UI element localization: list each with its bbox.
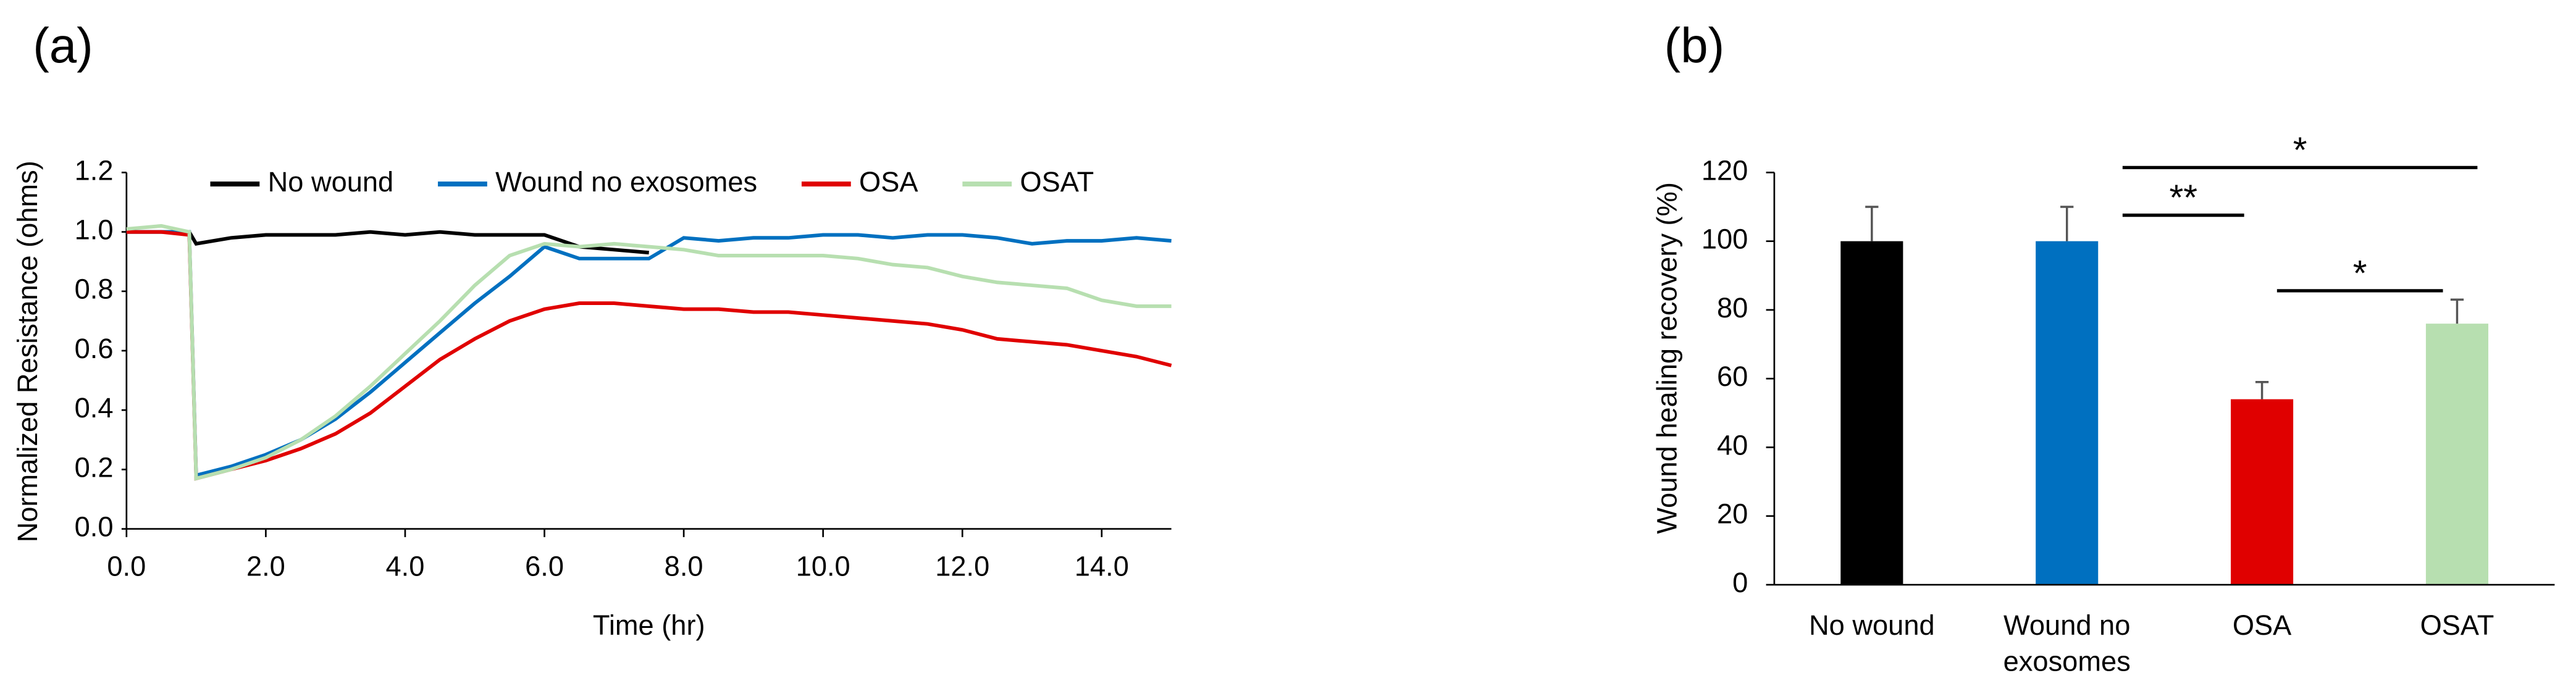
y-tick-label: 80 [1717,292,1748,324]
x-axis-title: Time (hr) [593,609,705,641]
y-tick-label: 0.4 [75,392,114,424]
line-series [126,230,1172,481]
bar [2425,324,2489,585]
line-series [126,230,649,255]
y-tick-label: 0.8 [75,274,114,305]
y-tick-label: 1.0 [75,214,114,246]
x-tick-label: 6.0 [525,550,564,582]
y-tick-label: 0.2 [75,451,114,483]
line-series [126,230,1172,478]
y-tick-label: 60 [1717,361,1748,392]
x-tick-label: 8.0 [665,550,703,582]
bar [2231,399,2294,585]
y-tick-label: 0.6 [75,333,114,364]
y-tick-label: 20 [1717,498,1748,530]
legend-label: OSAT [1020,166,1094,198]
y-tick-label: 1.2 [75,154,114,186]
x-tick-label: 4.0 [386,550,425,582]
significance-label: * [2353,253,2367,293]
x-tick-label: 10.0 [796,550,850,582]
legend-label: No wound [268,166,394,198]
legend-label: OSA [859,166,918,198]
y-axis-title: Normalized Resistance (ohms) [12,161,43,542]
x-tick-label: OSA [2233,609,2292,641]
y-tick-label: 120 [1701,154,1748,186]
panel-label: (b) [1664,18,1725,73]
y-tick-label: 0 [1732,567,1748,598]
bar [1840,241,1903,585]
y-tick-label: 0.0 [75,511,114,543]
x-tick-label: 2.0 [246,550,285,582]
x-tick-label: 0.0 [107,550,146,582]
significance-label: * [2293,130,2307,170]
y-axis-title: Wound healing recovery (%) [1651,182,1683,534]
legend-label: Wound no exosomes [495,166,757,198]
x-tick-label: No wound [1809,609,1935,641]
x-tick-label: OSAT [2420,609,2494,641]
bar [2036,241,2099,585]
x-tick-label: 12.0 [935,550,989,582]
panel-label: (a) [33,18,93,73]
y-tick-label: 40 [1717,429,1748,461]
x-tick-label: Wound no exosomes [2003,609,2131,677]
y-tick-label: 100 [1701,224,1748,255]
x-tick-label: 14.0 [1075,550,1129,582]
significance-label: ** [2169,178,2197,218]
line-series [126,224,1172,481]
